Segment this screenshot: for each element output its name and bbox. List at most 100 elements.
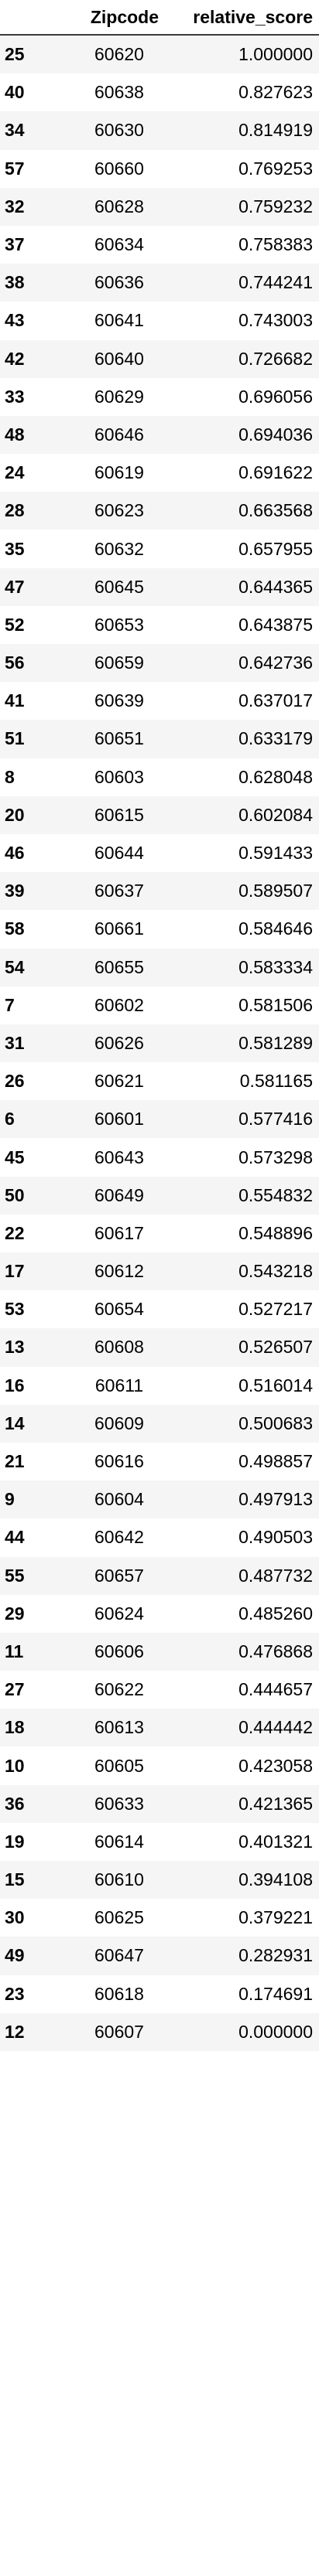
cell-relative-score: 0.591433 <box>238 843 313 864</box>
cell-relative-score: 0.602084 <box>238 804 313 825</box>
table-row: 57 60660 0.769253 <box>0 149 319 188</box>
row-index: 48 <box>5 424 25 445</box>
table-row: 33 60629 0.696056 <box>0 377 319 416</box>
cell-zipcode: 60610 <box>94 1869 144 1890</box>
row-index: 7 <box>5 994 15 1015</box>
row-index: 38 <box>5 272 25 293</box>
table-row: 47 60645 0.644365 <box>0 567 319 606</box>
cell-zipcode: 60621 <box>94 1071 144 1092</box>
row-index: 33 <box>5 386 25 407</box>
table-row: 27 60622 0.444657 <box>0 1671 319 1709</box>
cell-relative-score: 0.581289 <box>238 1032 313 1053</box>
cell-relative-score: 0.401321 <box>238 1831 313 1852</box>
header-relative-score: relative_score <box>165 0 319 36</box>
row-index: 42 <box>5 348 25 369</box>
cell-relative-score: 0.633179 <box>238 728 313 749</box>
cell-relative-score: 0.498857 <box>238 1451 313 1472</box>
cell-zipcode: 60639 <box>94 690 144 711</box>
cell-zipcode: 60641 <box>94 310 144 331</box>
cell-zipcode: 60618 <box>94 1983 144 2004</box>
row-index: 20 <box>5 804 25 825</box>
table-row: 41 60639 0.637017 <box>0 682 319 721</box>
row-index: 41 <box>5 690 25 711</box>
cell-zipcode: 60642 <box>94 1527 144 1548</box>
cell-zipcode: 60620 <box>94 44 144 65</box>
cell-zipcode: 60601 <box>94 1109 144 1130</box>
row-index: 46 <box>5 843 25 864</box>
cell-zipcode: 60653 <box>94 614 144 635</box>
row-index: 6 <box>5 1109 15 1130</box>
row-index: 44 <box>5 1527 25 1548</box>
cell-zipcode: 60624 <box>94 1603 144 1624</box>
cell-relative-score: 0.526507 <box>238 1337 313 1358</box>
row-index: 27 <box>5 1679 25 1700</box>
cell-relative-score: 0.543218 <box>238 1261 313 1282</box>
table-row: 19 60614 0.401321 <box>0 1822 319 1861</box>
cell-relative-score: 0.282931 <box>238 1945 313 1966</box>
cell-zipcode: 60623 <box>94 500 144 521</box>
cell-zipcode: 60633 <box>94 1793 144 1814</box>
cell-zipcode: 60612 <box>94 1261 144 1282</box>
cell-relative-score: 0.497913 <box>238 1489 313 1510</box>
row-index: 54 <box>5 956 25 977</box>
table-row: 17 60612 0.543218 <box>0 1252 319 1291</box>
table-row: 46 60644 0.591433 <box>0 833 319 873</box>
table-row: 45 60643 0.573298 <box>0 1138 319 1177</box>
row-index: 49 <box>5 1945 25 1966</box>
cell-relative-score: 0.726682 <box>238 348 313 369</box>
table-row: 31 60626 0.581289 <box>0 1024 319 1063</box>
cell-relative-score: 0.379221 <box>238 1907 313 1928</box>
cell-relative-score: 0.769253 <box>238 158 313 179</box>
cell-zipcode: 60622 <box>94 1679 144 1700</box>
table-row: 8 60603 0.628048 <box>0 758 319 796</box>
table-row: 15 60610 0.394108 <box>0 1861 319 1900</box>
row-index: 22 <box>5 1222 25 1243</box>
row-index: 9 <box>5 1489 15 1510</box>
row-index: 51 <box>5 728 25 749</box>
row-index: 13 <box>5 1337 25 1358</box>
row-index: 47 <box>5 576 25 597</box>
table-row: 7 60602 0.581506 <box>0 986 319 1024</box>
table-row: 42 60640 0.726682 <box>0 339 319 378</box>
cell-relative-score: 0.583334 <box>238 956 313 977</box>
cell-relative-score: 0.000000 <box>238 2021 313 2042</box>
row-index: 25 <box>5 44 25 65</box>
table-row: 34 60630 0.814919 <box>0 111 319 150</box>
cell-zipcode: 60604 <box>94 1489 144 1510</box>
row-index: 28 <box>5 500 25 521</box>
cell-relative-score: 0.814919 <box>238 120 313 141</box>
cell-zipcode: 60659 <box>94 653 144 673</box>
row-index: 29 <box>5 1603 25 1624</box>
table-header: Zipcode relative_score <box>0 0 319 36</box>
header-row: Zipcode relative_score <box>0 0 319 36</box>
row-index: 8 <box>5 766 15 787</box>
cell-zipcode: 60634 <box>94 234 144 255</box>
table-row: 24 60619 0.691622 <box>0 454 319 492</box>
cell-relative-score: 0.490503 <box>238 1527 313 1548</box>
table-row: 23 60618 0.174691 <box>0 1975 319 2013</box>
row-index: 56 <box>5 653 25 673</box>
row-index: 16 <box>5 1375 25 1395</box>
cell-zipcode: 60661 <box>94 918 144 939</box>
table-row: 43 60641 0.743003 <box>0 302 319 340</box>
row-index: 21 <box>5 1451 25 1472</box>
cell-relative-score: 0.657955 <box>238 538 313 559</box>
row-index: 30 <box>5 1907 25 1928</box>
row-index: 40 <box>5 82 25 103</box>
table-row: 13 60608 0.526507 <box>0 1328 319 1367</box>
row-index: 58 <box>5 918 25 939</box>
cell-relative-score: 0.581506 <box>238 994 313 1015</box>
table-row: 9 60604 0.497913 <box>0 1481 319 1519</box>
cell-zipcode: 60606 <box>94 1641 144 1661</box>
cell-relative-score: 0.642736 <box>238 653 313 673</box>
cell-relative-score: 0.663568 <box>238 500 313 521</box>
cell-relative-score: 0.644365 <box>238 576 313 597</box>
table-row: 54 60655 0.583334 <box>0 948 319 986</box>
cell-relative-score: 0.581165 <box>239 1071 313 1092</box>
table-row: 16 60611 0.516014 <box>0 1366 319 1405</box>
row-index: 52 <box>5 614 25 635</box>
cell-zipcode: 60619 <box>94 462 144 483</box>
row-index: 24 <box>5 462 25 483</box>
cell-zipcode: 60609 <box>94 1412 144 1433</box>
cell-zipcode: 60632 <box>94 538 144 559</box>
